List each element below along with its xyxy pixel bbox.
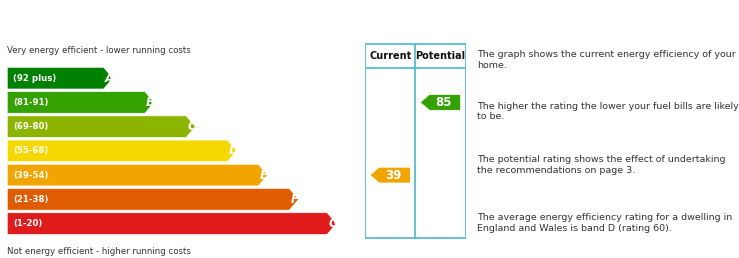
Polygon shape: [420, 94, 460, 110]
Text: (69-80): (69-80): [13, 122, 48, 131]
Text: Not energy efficient - higher running costs: Not energy efficient - higher running co…: [7, 247, 191, 256]
Polygon shape: [7, 116, 195, 138]
Text: A: A: [105, 72, 114, 85]
Polygon shape: [7, 92, 154, 113]
Polygon shape: [7, 213, 336, 234]
Polygon shape: [7, 164, 268, 186]
Text: The graph shows the current energy efficiency of your home.: The graph shows the current energy effic…: [477, 51, 735, 70]
Text: (55-68): (55-68): [13, 146, 48, 155]
Text: Very energy efficient - lower running costs: Very energy efficient - lower running co…: [7, 46, 191, 55]
Text: F: F: [290, 193, 299, 206]
Text: B: B: [146, 96, 155, 109]
Text: Potential: Potential: [415, 51, 466, 61]
Text: (39-54): (39-54): [13, 171, 48, 180]
Polygon shape: [7, 140, 236, 162]
Text: The potential rating shows the effect of undertaking the recommendations on page: The potential rating shows the effect of…: [477, 155, 725, 175]
Text: (92 plus): (92 plus): [13, 74, 56, 83]
Text: 85: 85: [435, 96, 452, 109]
Polygon shape: [7, 189, 299, 210]
Polygon shape: [370, 167, 410, 183]
Text: Energy Efficiency Rating: Energy Efficiency Rating: [10, 10, 240, 28]
Text: The higher the rating the lower your fuel bills are likely to be.: The higher the rating the lower your fue…: [477, 102, 738, 121]
Text: (21-38): (21-38): [13, 195, 48, 204]
Text: D: D: [228, 144, 238, 157]
Text: C: C: [187, 120, 196, 133]
Text: (81-91): (81-91): [13, 98, 48, 107]
Text: (1-20): (1-20): [13, 219, 42, 228]
Text: The average energy efficiency rating for a dwelling in England and Wales is band: The average energy efficiency rating for…: [477, 213, 732, 233]
Text: 39: 39: [385, 169, 401, 182]
Text: G: G: [328, 217, 338, 230]
Polygon shape: [7, 67, 113, 89]
Text: E: E: [259, 169, 268, 182]
Text: Current: Current: [369, 51, 412, 61]
